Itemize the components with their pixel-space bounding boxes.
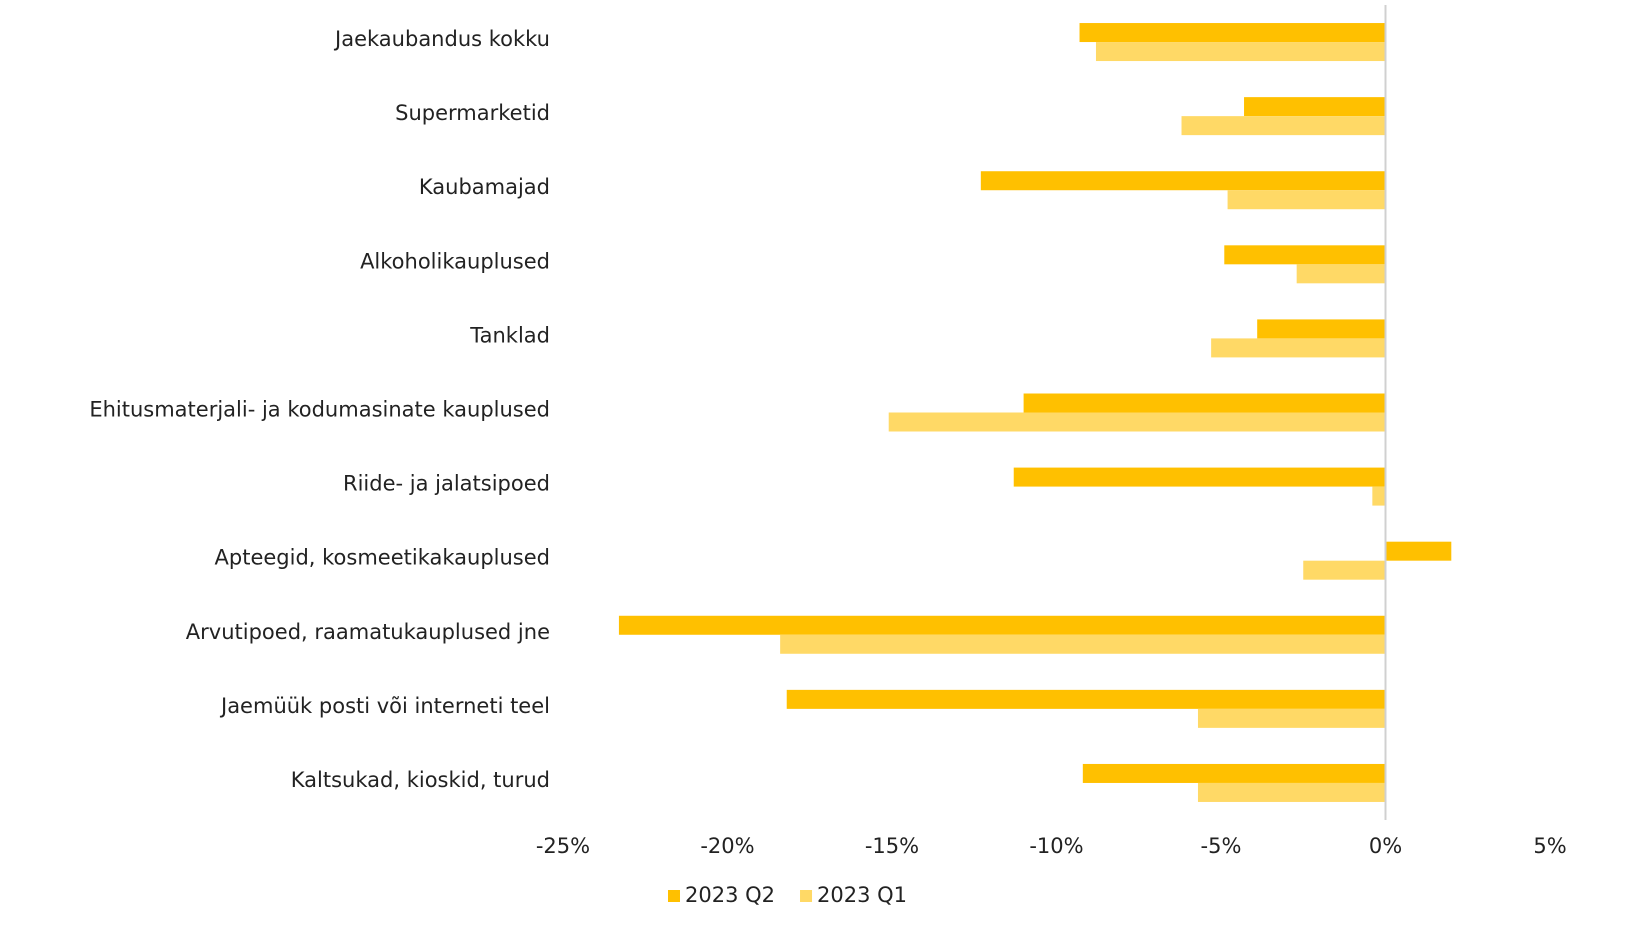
bar	[1244, 97, 1386, 117]
bar	[1224, 245, 1386, 265]
y-tick-label: Kaltsukad, kioskid, turud	[291, 768, 550, 792]
bar	[1227, 190, 1386, 210]
y-tick-label: Arvutipoed, raamatukauplused jne	[186, 620, 550, 644]
x-tick-label: -15%	[865, 834, 919, 858]
x-tick-label: -5%	[1201, 834, 1242, 858]
bar	[1181, 116, 1386, 136]
y-tick-label: Jaekaubandus kokku	[333, 27, 550, 51]
bar	[980, 171, 1386, 191]
bar	[1296, 264, 1386, 284]
bar	[786, 689, 1386, 709]
y-tick-label: Riide- ja jalatsipoed	[343, 472, 550, 496]
bar	[1197, 782, 1386, 802]
bar	[1385, 541, 1452, 561]
y-tick-label: Alkoholikauplused	[360, 249, 550, 273]
bar	[1013, 467, 1386, 487]
legend-label: 2023 Q1	[817, 883, 907, 907]
y-tick-label: Apteegid, kosmeetikakauplused	[215, 546, 550, 570]
bar	[1197, 708, 1386, 728]
bar	[1372, 486, 1386, 506]
bar	[618, 615, 1386, 635]
bar	[780, 634, 1386, 654]
y-tick-label: Tanklad	[469, 323, 550, 347]
y-tick-label: Jaemüük posti või interneti teel	[219, 694, 550, 718]
legend-swatch	[668, 890, 680, 902]
bar	[1095, 42, 1386, 62]
x-tick-label: -20%	[700, 834, 754, 858]
bar	[1079, 23, 1386, 43]
bar	[1303, 560, 1386, 580]
x-tick-label: 0%	[1369, 834, 1402, 858]
bar	[1082, 763, 1386, 783]
bar	[888, 412, 1386, 432]
x-tick-label: -10%	[1029, 834, 1083, 858]
bar	[1023, 393, 1386, 413]
bar	[1257, 319, 1386, 339]
bar	[1211, 338, 1386, 358]
y-tick-label: Kaubamajad	[419, 175, 550, 199]
legend-label: 2023 Q2	[685, 883, 775, 907]
y-tick-label: Supermarketid	[395, 101, 550, 125]
y-tick-label: Ehitusmaterjali- ja kodumasinate kauplus…	[89, 398, 550, 422]
x-tick-label: 5%	[1533, 834, 1566, 858]
legend-swatch	[800, 890, 813, 902]
x-tick-label: -25%	[536, 834, 590, 858]
